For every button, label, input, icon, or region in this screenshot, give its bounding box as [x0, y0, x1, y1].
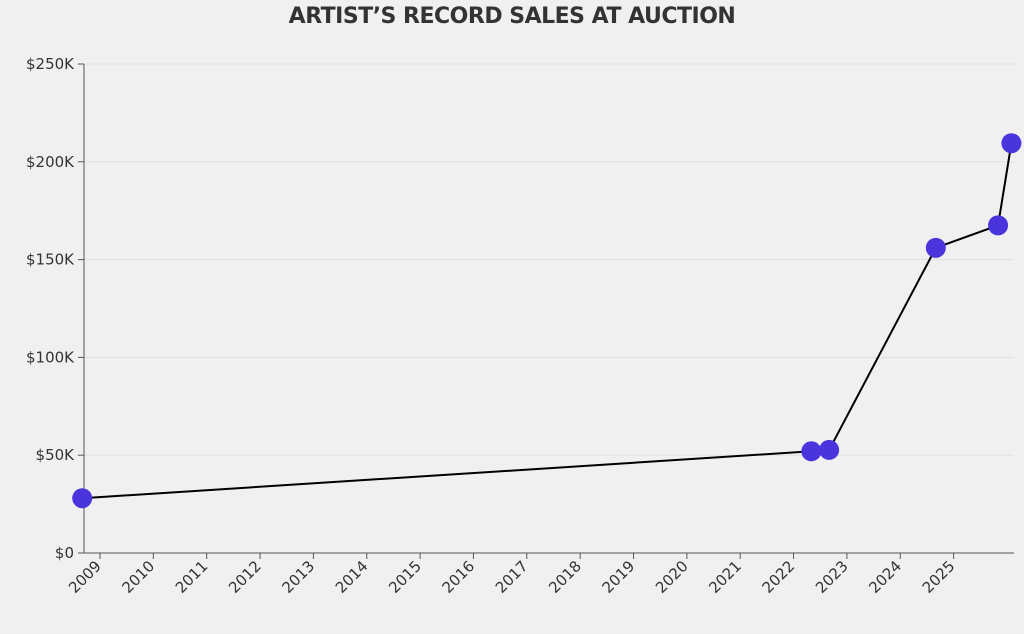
x-tick-label: 2013 [278, 557, 318, 597]
x-tick-label: 2014 [332, 557, 372, 597]
x-tick-label: 2017 [492, 557, 532, 597]
x-tick-label: 2025 [919, 557, 959, 597]
data-point [801, 441, 822, 462]
data-point [72, 488, 93, 509]
x-tick-label: 2019 [599, 557, 639, 597]
series-line [82, 143, 1013, 500]
x-tick-label: 2021 [705, 557, 745, 597]
y-tick-label: $100K [26, 348, 75, 366]
x-tick-label: 2022 [759, 557, 799, 597]
x-tick-label: 2012 [225, 557, 265, 597]
y-tick-label: $250K [26, 55, 75, 73]
data-point [1001, 133, 1022, 154]
x-tick-label: 2016 [439, 557, 479, 597]
data-point [925, 237, 946, 258]
y-tick-label: $0 [55, 544, 74, 562]
x-tick-label: 2024 [865, 557, 905, 597]
x-tick-label: 2023 [812, 557, 852, 597]
x-tick-label: 2009 [65, 557, 105, 597]
data-point [819, 439, 840, 460]
data-point [988, 215, 1009, 236]
x-tick-label: 2020 [652, 557, 692, 597]
y-tick-label: $50K [36, 446, 76, 464]
x-tick-label: 2011 [172, 557, 212, 597]
y-tick-label: $150K [26, 251, 75, 269]
x-tick-label: 2015 [385, 557, 425, 597]
x-tick-label: 2018 [545, 557, 585, 597]
y-tick-label: $200K [26, 153, 75, 171]
x-tick-label: 2010 [118, 557, 158, 597]
chart-title: ARTIST’S RECORD SALES AT AUCTION [288, 4, 736, 29]
